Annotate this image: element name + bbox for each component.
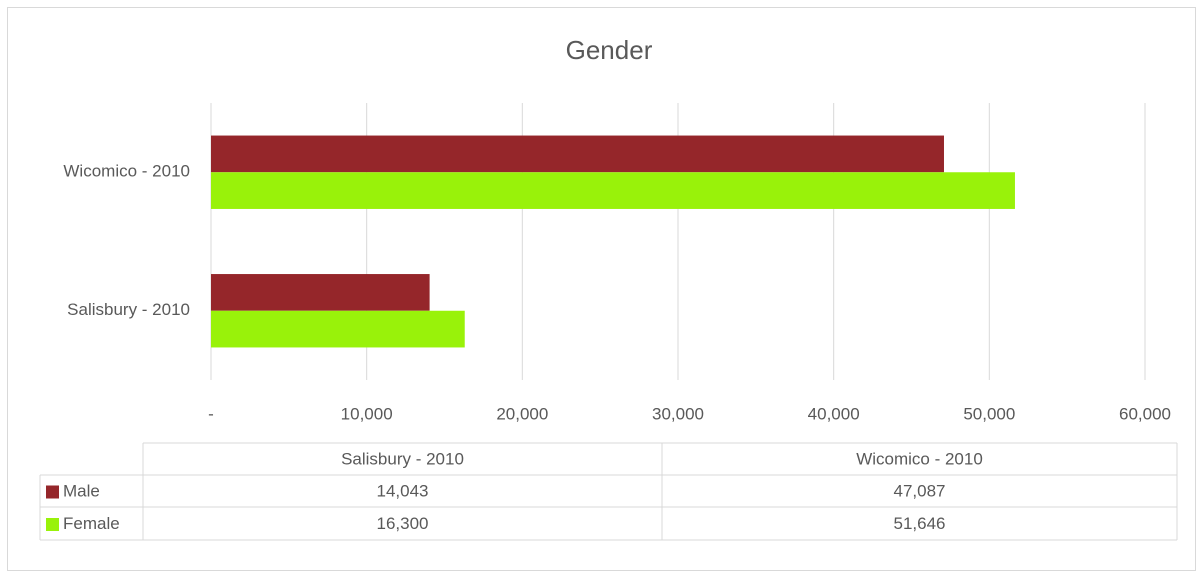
x-tick-label: 40,000	[808, 404, 860, 423]
table-value: 51,646	[894, 514, 946, 533]
legend-label: Male	[63, 481, 100, 500]
table-header: Salisbury - 2010	[341, 449, 464, 468]
x-tick-label: -	[208, 404, 214, 423]
y-tick-label: Wicomico - 2010	[63, 162, 190, 181]
table-value: 16,300	[377, 514, 429, 533]
bar	[211, 135, 944, 173]
bar	[211, 172, 1015, 209]
y-tick-label: Salisbury - 2010	[67, 300, 190, 319]
table-value: 47,087	[894, 481, 946, 500]
x-tick-label: 20,000	[496, 404, 548, 423]
chart-title: Gender	[566, 35, 653, 65]
chart-border	[7, 7, 1196, 571]
x-tick-label: 50,000	[963, 404, 1015, 423]
x-tick-label: 60,000	[1119, 404, 1171, 423]
table-header: Wicomico - 2010	[856, 449, 983, 468]
table-value: 14,043	[377, 481, 429, 500]
legend-swatch	[46, 485, 59, 499]
legend-swatch	[46, 518, 59, 531]
x-tick-label: 30,000	[652, 404, 704, 423]
legend-label: Female	[63, 514, 120, 533]
bar	[211, 310, 465, 348]
bar	[211, 274, 430, 311]
x-tick-label: 10,000	[341, 404, 393, 423]
